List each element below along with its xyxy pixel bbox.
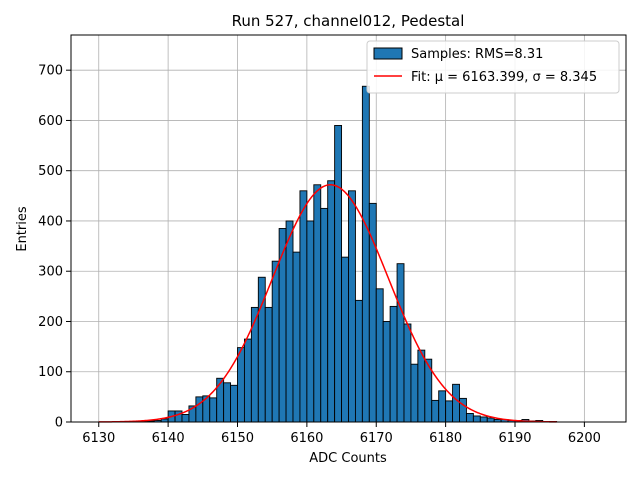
- histogram-bar: [230, 384, 238, 423]
- x-tick-label: 6150: [221, 431, 254, 446]
- histogram-bar: [299, 190, 308, 423]
- x-axis-title: ADC Counts: [309, 451, 387, 466]
- histogram-bar: [486, 417, 495, 423]
- histogram-bar: [417, 349, 426, 423]
- histogram-bar: [465, 413, 474, 423]
- histogram-bar: [472, 415, 481, 423]
- legend-label-histogram: Samples: RMS=8.31: [411, 47, 543, 62]
- fit-curve: [98, 184, 557, 423]
- y-tick-label: 400: [38, 214, 63, 229]
- histogram-bar: [479, 416, 488, 423]
- legend-label-fit: Fit: μ = 6163.399, σ = 8.345: [411, 70, 597, 85]
- histogram-bar: [223, 382, 232, 423]
- histogram-bar: [375, 288, 384, 423]
- histogram-bar: [237, 347, 245, 423]
- legend-swatch-histogram: [373, 47, 403, 60]
- histogram-bar: [216, 377, 225, 423]
- histogram-bar: [181, 414, 190, 423]
- histogram-bar: [292, 251, 301, 423]
- y-tick-label: 600: [38, 114, 63, 129]
- histogram-bar: [306, 220, 315, 423]
- x-tick-label: 6190: [498, 431, 531, 446]
- y-tick-label: 500: [38, 164, 63, 179]
- histogram-bar: [403, 323, 412, 423]
- histogram-bar: [209, 397, 218, 423]
- histogram-bar: [320, 207, 329, 423]
- legend-box: [366, 40, 620, 94]
- histogram-bar: [459, 397, 467, 423]
- histogram-bar: [354, 299, 363, 423]
- histogram-bar: [438, 390, 447, 423]
- histogram-bar: [348, 190, 356, 423]
- histogram-bar: [396, 263, 405, 423]
- histogram-bar: [313, 184, 322, 423]
- histogram-bar: [341, 256, 349, 423]
- y-tick-label: 200: [38, 315, 63, 330]
- y-axis-title: Entries: [15, 206, 30, 252]
- histogram-bar: [264, 306, 273, 423]
- chart-title: Run 527, channel012, Pedestal: [232, 12, 465, 30]
- histogram-bar: [243, 338, 252, 423]
- x-tick-label: 6160: [290, 431, 323, 446]
- histogram-bar: [431, 399, 440, 423]
- x-tick-label: 6180: [429, 431, 462, 446]
- histogram-bar: [334, 125, 343, 423]
- histogram-bar: [195, 396, 204, 423]
- histogram-bar: [174, 410, 183, 423]
- histogram-bars: [126, 85, 558, 423]
- histogram-bar: [410, 363, 419, 423]
- histogram-bar: [452, 383, 460, 423]
- histogram-bar: [271, 260, 280, 423]
- plot-frame: [70, 34, 627, 423]
- x-tick-label: 6200: [568, 431, 601, 446]
- histogram-bar: [327, 180, 336, 423]
- legend: Samples: RMS=8.31 Fit: μ = 6163.399, σ =…: [366, 40, 620, 94]
- histogram-bar: [285, 220, 294, 423]
- y-tick-label: 700: [38, 64, 63, 79]
- x-axis-ticks: 6130 6140 6150 6160 6170 6180 6190 6200: [82, 422, 601, 446]
- x-tick-label: 6170: [360, 431, 393, 446]
- y-axis-ticks: 0 100 200 300 400 500 600 700: [38, 64, 71, 431]
- histogram-bar: [389, 305, 398, 423]
- y-tick-label: 300: [38, 265, 63, 280]
- y-tick-label: 100: [38, 365, 63, 380]
- x-tick-label: 6140: [152, 431, 185, 446]
- histogram-bar: [382, 321, 391, 423]
- histogram-bar: [445, 400, 454, 423]
- x-tick-label: 6130: [82, 431, 115, 446]
- histogram-bar: [361, 85, 370, 423]
- y-tick-label: 0: [55, 416, 63, 431]
